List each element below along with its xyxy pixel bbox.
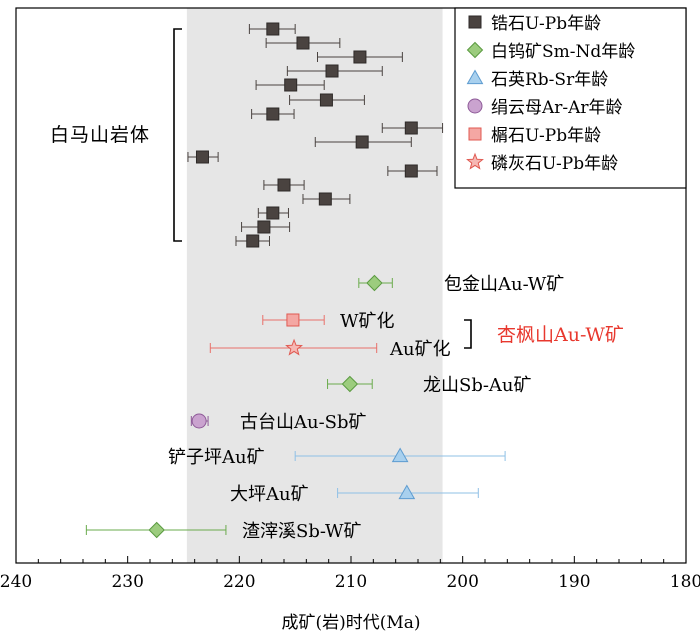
deposit-label: 龙山Sb-Au矿 <box>423 375 532 396</box>
data-point <box>296 36 310 50</box>
legend: 锆石U-Pb年龄白钨矿Sm-Nd年龄石英Rb-Sr年龄绢云母Ar-Ar年龄榍石U… <box>454 7 687 189</box>
deposit-label: W矿化 <box>340 311 395 332</box>
x-tick-label: 200 <box>446 572 478 592</box>
legend-label: 榍石U-Pb年龄 <box>491 126 601 146</box>
legend-label: 白钨矿Sm-Nd年龄 <box>491 42 635 62</box>
x-axis-title: 成矿(岩)时代(Ma) <box>281 613 420 633</box>
legend-marker <box>467 98 483 114</box>
data-point <box>191 413 207 429</box>
data-point <box>319 93 333 107</box>
data-point <box>318 192 332 206</box>
legend-box <box>454 7 687 189</box>
x-tick-label: 230 <box>111 572 143 592</box>
legend-label: 石英Rb-Sr年龄 <box>491 70 608 90</box>
group-bracket <box>464 319 472 349</box>
legend-label: 磷灰石U-Pb年龄 <box>491 154 618 174</box>
data-point <box>404 121 418 135</box>
age-band-layer <box>186 8 443 563</box>
data-point <box>246 234 260 248</box>
legend-label: 锆石U-Pb年龄 <box>491 14 601 34</box>
deposit-label: 包金山Au-W矿 <box>444 274 564 295</box>
data-point <box>148 521 165 539</box>
data-point <box>325 64 339 78</box>
data-point <box>257 220 271 234</box>
x-tick-label: 240 <box>0 572 32 592</box>
data-point <box>285 338 303 356</box>
deposit-label: 大坪Au矿 <box>230 484 309 505</box>
marker-layer <box>148 22 418 539</box>
data-point <box>391 447 409 463</box>
data-point <box>266 206 280 220</box>
deposit-label: 渣滓溪Sb-W矿 <box>242 521 361 542</box>
legend-marker <box>466 152 484 170</box>
legend-marker <box>466 69 484 85</box>
x-tick-label: 220 <box>223 572 255 592</box>
legend-label: 绢云母Ar-Ar年龄 <box>491 98 623 118</box>
data-point <box>266 107 280 121</box>
data-point <box>277 178 291 192</box>
bracket-layer: 白马山岩体 <box>50 28 182 242</box>
legend-marker <box>468 127 482 141</box>
x-tick-label: 210 <box>335 572 367 592</box>
x-tick-label: 180 <box>670 572 700 592</box>
data-point <box>266 22 280 36</box>
data-point <box>355 135 369 149</box>
group-label: 杏枫山Au-W矿 <box>497 324 624 346</box>
data-point <box>195 150 209 164</box>
data-point <box>284 78 298 92</box>
legend-marker <box>468 15 482 29</box>
deposit-label: 铲子坪Au矿 <box>168 447 265 468</box>
granite-bracket-label: 白马山岩体 <box>50 124 150 146</box>
deposit-label: 古台山Au-Sb矿 <box>240 412 367 433</box>
data-point <box>353 50 367 64</box>
granite-bracket <box>173 28 182 242</box>
data-point <box>398 484 416 500</box>
data-point <box>341 375 359 393</box>
legend-marker <box>466 41 484 59</box>
deposit-label: Au矿化 <box>389 339 451 360</box>
data-point <box>286 313 300 327</box>
x-tick-label: 190 <box>558 572 590 592</box>
data-point <box>404 164 418 178</box>
shaded-age-band <box>186 8 443 563</box>
axis-layer: 240 230 220 210 200 190 180 成矿(岩)时代(Ma) <box>0 7 700 633</box>
data-point <box>366 274 383 292</box>
